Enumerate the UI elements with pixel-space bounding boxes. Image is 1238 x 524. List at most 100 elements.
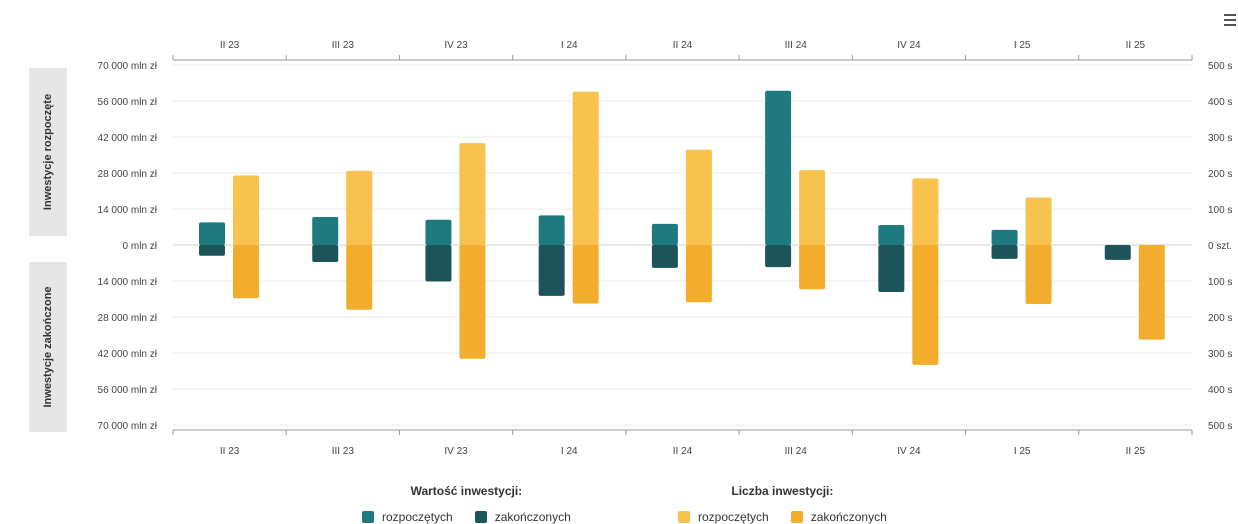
top-category-label: IV 24	[897, 40, 921, 51]
bar-count-finished[interactable]	[685, 245, 712, 303]
right-axis-tick-label: 100 s	[1208, 205, 1232, 216]
bar-value-finished[interactable]	[765, 245, 792, 268]
bar-count-finished[interactable]	[233, 245, 259, 299]
left-axis-tick-label: 70 000 mln zł	[98, 61, 158, 72]
top-category-label: III 23	[332, 40, 355, 51]
lower-axis-title-box	[29, 262, 67, 432]
bar-count-started[interactable]	[572, 91, 599, 245]
legend-swatch-count-started	[678, 511, 690, 523]
upper-axis-title-box	[29, 68, 67, 236]
right-axis-tick-label: 400 s	[1208, 385, 1232, 396]
bar-count-finished[interactable]	[1025, 245, 1052, 305]
right-axis-tick-label: 500 s	[1208, 61, 1232, 72]
bar-count-started[interactable]	[1025, 197, 1052, 245]
left-axis-tick-label: 28 000 mln zł	[98, 313, 158, 324]
bottom-category-label: I 25	[1014, 446, 1031, 457]
right-axis-tick-label: 400 s	[1208, 97, 1232, 108]
bar-value-finished[interactable]	[651, 245, 678, 268]
hamburger-menu-icon[interactable]	[1224, 14, 1236, 26]
bar-value-finished[interactable]	[878, 245, 905, 293]
bar-count-started[interactable]	[685, 149, 712, 245]
left-axis-tick-label: 28 000 mln zł	[98, 169, 158, 180]
top-category-label: II 23	[220, 40, 240, 51]
bar-count-started[interactable]	[459, 143, 486, 245]
legend-swatch-count-finished	[790, 511, 803, 523]
bar-value-started[interactable]	[991, 229, 1018, 245]
legend-title-count: Liczba inwestycji:	[731, 484, 834, 498]
bar-value-started[interactable]	[538, 215, 565, 245]
bar-value-finished[interactable]	[425, 245, 452, 282]
bar-value-finished[interactable]	[538, 245, 565, 296]
top-category-label: IV 23	[444, 40, 468, 51]
bar-count-started[interactable]	[799, 170, 826, 245]
bottom-category-label: IV 23	[444, 446, 468, 457]
top-category-label: III 24	[785, 40, 808, 51]
right-axis-tick-label: 100 s	[1208, 277, 1232, 288]
right-axis-tick-label: 200 s	[1208, 169, 1232, 180]
bar-value-started[interactable]	[312, 216, 339, 245]
legend-title-value: Wartość inwestycji:	[410, 484, 523, 498]
top-category-label: I 24	[561, 40, 578, 51]
legend-label-count-started: rozpoczętych	[698, 510, 769, 524]
bar-value-finished[interactable]	[312, 245, 339, 262]
bar-count-finished[interactable]	[799, 245, 826, 290]
left-axis-tick-label: 70 000 mln zł	[98, 421, 158, 432]
axes	[172, 55, 1193, 435]
left-axis-tick-label: 42 000 mln zł	[98, 349, 158, 360]
bar-count-finished[interactable]	[572, 245, 599, 304]
top-category-label: I 25	[1014, 40, 1031, 51]
legend-item-count-finished[interactable]: zakończonych	[790, 510, 887, 524]
bars	[199, 90, 1165, 365]
left-axis-tick-label: 56 000 mln zł	[98, 385, 158, 396]
right-axis-tick-label: 500 s	[1208, 421, 1232, 432]
bar-count-started[interactable]	[912, 178, 939, 245]
bottom-category-label: II 24	[673, 446, 693, 457]
bottom-category-label: II 23	[220, 446, 240, 457]
right-axis-tick-label: 300 s	[1208, 349, 1232, 360]
left-axis-tick-label: 0 mln zł	[123, 241, 158, 252]
bar-count-finished[interactable]	[459, 245, 486, 359]
bar-value-started[interactable]	[878, 224, 905, 245]
left-axis-tick-label: 42 000 mln zł	[98, 133, 158, 144]
legend-item-value-finished[interactable]: zakończonych	[474, 510, 571, 524]
bar-value-finished[interactable]	[1104, 245, 1131, 260]
bottom-category-label: IV 24	[897, 446, 921, 457]
bar-count-finished[interactable]	[912, 245, 939, 365]
legend-label-count-finished: zakończonych	[810, 510, 887, 524]
bar-value-started[interactable]	[199, 222, 225, 245]
legend-value-group: Wartość inwestycji: rozpoczętych zakończ…	[362, 484, 571, 524]
left-axis-tick-label: 14 000 mln zł	[98, 277, 158, 288]
bottom-category-label: III 23	[332, 446, 355, 457]
right-axis-tick-label: 0 szt.	[1208, 241, 1232, 252]
bar-count-started[interactable]	[233, 175, 259, 245]
grid-lines	[173, 64, 1192, 426]
legend-item-value-started[interactable]: rozpoczętych	[362, 510, 453, 524]
upper-axis-title: Inwestycje rozpoczęte	[42, 94, 54, 210]
bar-value-started[interactable]	[425, 219, 452, 245]
bar-value-finished[interactable]	[199, 245, 225, 256]
top-category-label: II 24	[673, 40, 693, 51]
bottom-category-label: I 24	[561, 446, 578, 457]
legend-item-count-started[interactable]: rozpoczętych	[678, 510, 769, 524]
left-axis-tick-label: 56 000 mln zł	[98, 97, 158, 108]
bar-value-started[interactable]	[651, 223, 678, 245]
legend-swatch-value-started	[362, 511, 374, 523]
right-axis-tick-label: 200 s	[1208, 313, 1232, 324]
legend-count-group: Liczba inwestycji: rozpoczętych zakończo…	[678, 484, 887, 524]
bar-count-started[interactable]	[346, 170, 373, 245]
left-axis-tick-label: 14 000 mln zł	[98, 205, 158, 216]
bottom-category-label: II 25	[1126, 446, 1146, 457]
bar-value-finished[interactable]	[991, 245, 1018, 259]
axis-labels: 70 000 mln zł 500 s 56 000 mln zł 400 s 42 0…	[29, 40, 1232, 457]
lower-axis-title: Inwestycje zakończone	[42, 286, 54, 407]
right-axis-tick-label: 300 s	[1208, 133, 1232, 144]
legend-label-value-started: rozpoczętych	[382, 510, 453, 524]
legend-label-value-finished: zakończonych	[494, 510, 571, 524]
bar-value-started[interactable]	[765, 90, 792, 245]
bar-count-finished[interactable]	[346, 245, 373, 310]
top-category-label: II 25	[1126, 40, 1146, 51]
legend-swatch-value-finished	[474, 511, 487, 523]
bar-count-finished[interactable]	[1138, 245, 1165, 340]
bottom-category-label: III 24	[785, 446, 808, 457]
